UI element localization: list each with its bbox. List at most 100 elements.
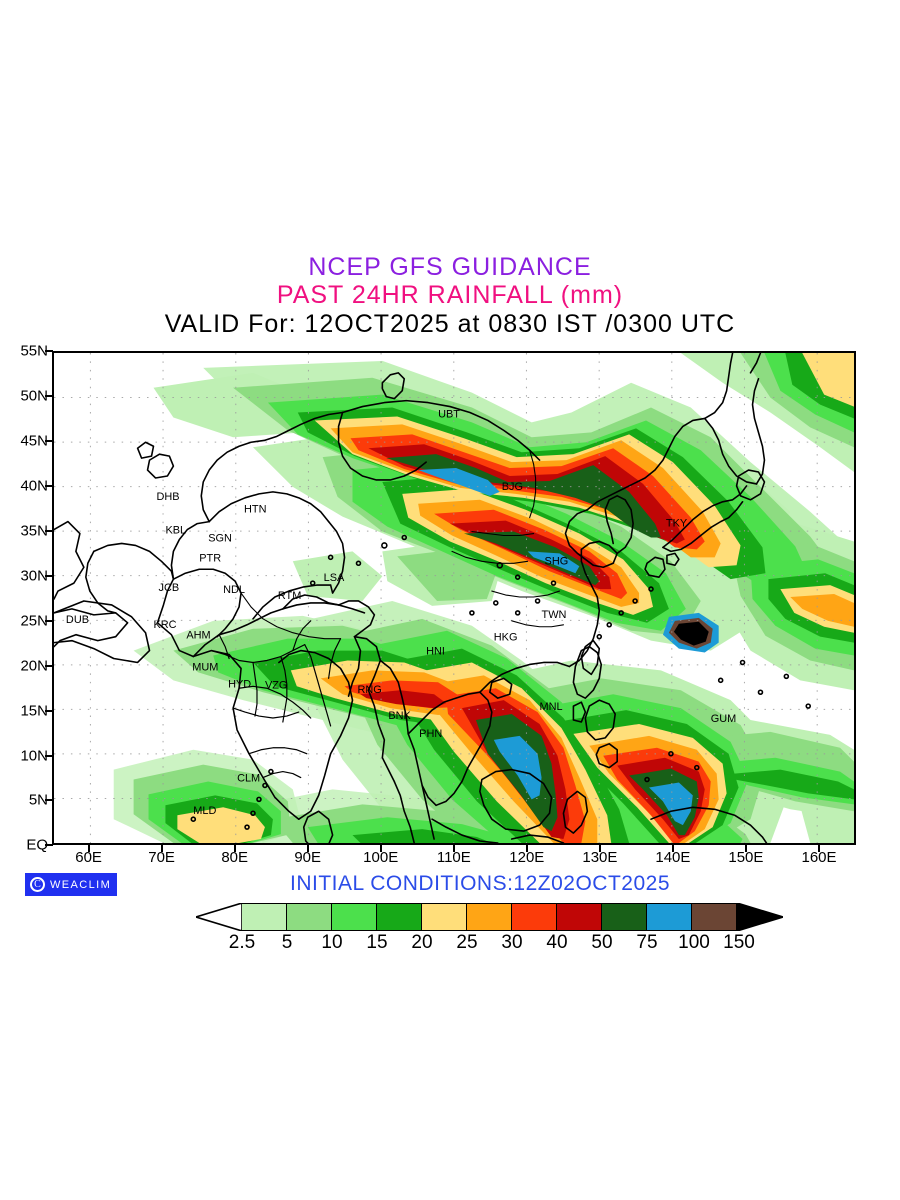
x-tick-70E: 70E <box>148 849 175 866</box>
coastlines-and-borders <box>54 353 812 843</box>
y-tick-5N: 5N <box>28 791 48 809</box>
colorbar-cell-50 <box>602 903 647 931</box>
svg-text:KRC: KRC <box>154 619 177 631</box>
x-tickmark-60E <box>87 845 90 852</box>
colorbar-under-arrow <box>193 901 243 933</box>
title-valid-time: VALID For: 12OCT2025 at 0830 IST /0300 U… <box>164 310 736 338</box>
svg-text:NDL: NDL <box>223 584 245 596</box>
svg-text:SHG: SHG <box>545 555 569 567</box>
colorbar-cell-40 <box>557 903 602 931</box>
x-tick-80E: 80E <box>221 849 249 866</box>
x-tick-150E: 150E <box>728 849 764 866</box>
colorbar-swatches <box>193 901 786 933</box>
x-tickmark-70E <box>160 845 163 852</box>
y-tickmark-20N <box>45 665 53 667</box>
svg-text:HYD: HYD <box>228 678 251 690</box>
y-tickmark-55N <box>45 350 53 352</box>
colorbar-label-30: 30 <box>501 932 523 953</box>
weaclim-logo-text: WEACLIM <box>50 878 112 891</box>
x-tick-60E: 60E <box>75 849 102 866</box>
colorbar-label-100: 100 <box>678 932 710 953</box>
svg-text:MUM: MUM <box>192 661 218 673</box>
map-place-labels: DHB HTN KBL SGN PTR JCB NDL LSA RTM KRC … <box>66 408 736 817</box>
y-tickmark-EQ <box>45 844 53 846</box>
x-tickmark-130E <box>598 845 601 852</box>
x-tickmark-160E <box>818 845 820 852</box>
x-tick-110E: 110E <box>436 849 471 866</box>
y-tick-25N: 25N <box>20 612 48 630</box>
svg-text:CLM: CLM <box>237 773 260 785</box>
svg-text:VZG: VZG <box>265 679 287 691</box>
svg-text:DHB: DHB <box>156 491 179 503</box>
svg-text:JCB: JCB <box>158 582 179 594</box>
y-tick-50N: 50N <box>20 387 48 405</box>
x-tick-120E: 120E <box>509 849 545 866</box>
y-tickmark-45N <box>45 440 53 442</box>
svg-text:AHM: AHM <box>186 630 210 642</box>
map-canvas[interactable]: DHB HTN KBL SGN PTR JCB NDL LSA RTM KRC … <box>52 351 856 845</box>
copyright-icon: C <box>30 877 45 892</box>
svg-text:RTM: RTM <box>278 590 301 602</box>
colorbar-label-40: 40 <box>546 932 568 953</box>
x-tick-160E: 160E <box>801 849 837 866</box>
x-tick-130E: 130E <box>582 849 618 866</box>
colorbar-cell-100 <box>692 903 737 931</box>
colorbar-label-20: 20 <box>411 932 433 953</box>
x-tickmark-120E <box>525 845 528 852</box>
colorbar-cell-5 <box>287 903 332 931</box>
y-tick-35N: 35N <box>20 522 48 540</box>
colorbar-cell-10 <box>332 903 377 931</box>
rainfall-contour-plot: DHB HTN KBL SGN PTR JCB NDL LSA RTM KRC … <box>54 353 854 843</box>
colorbar-cell-20 <box>422 903 467 931</box>
colorbar-cell-75 <box>647 903 692 931</box>
title-product: PAST 24HR RAINFALL (mm) <box>276 281 624 309</box>
title-block: NCEP GFS GUIDANCE PAST 24HR RAINFALL (mm… <box>0 253 900 339</box>
x-tickmark-100E <box>379 845 382 852</box>
colorbar-label-15: 15 <box>366 932 388 953</box>
rain-layer-150mm <box>673 621 709 646</box>
colorbar-labels: 2.5 5 10 15 20 25 30 40 50 75 100 150 <box>196 932 755 956</box>
y-tick-10N: 10N <box>20 747 48 765</box>
colorbar-over-arrow <box>736 901 786 933</box>
svg-text:KBL: KBL <box>165 525 186 537</box>
initial-conditions-text: INITIAL CONDITIONS:12Z02OCT2025 <box>290 872 670 895</box>
x-tick-90E: 90E <box>294 849 322 866</box>
svg-text:SGN: SGN <box>208 532 232 544</box>
y-tickmark-30N <box>45 575 53 577</box>
x-tickmark-110E <box>452 845 455 852</box>
y-tickmark-50N <box>45 395 53 397</box>
y-tick-15N: 15N <box>20 702 48 720</box>
colorbar-cell-15 <box>377 903 422 931</box>
colorbar-label-75: 75 <box>636 932 658 953</box>
y-tickmark-10N <box>45 755 53 757</box>
colorbar-cell-30 <box>512 903 557 931</box>
x-tickmark-140E <box>671 845 674 852</box>
svg-text:HNI: HNI <box>426 646 445 658</box>
x-tickmark-150E <box>744 845 747 852</box>
y-tickmark-15N <box>45 710 53 712</box>
y-tick-40N: 40N <box>20 477 48 495</box>
x-tickmark-90E <box>306 845 309 852</box>
y-tick-45N: 45N <box>20 432 48 450</box>
svg-text:PHN: PHN <box>419 728 442 740</box>
x-tickmark-80E <box>233 845 236 852</box>
x-tick-100E: 100E <box>363 849 399 866</box>
svg-text:BJG: BJG <box>502 481 523 493</box>
colorbar-label-2.5: 2.5 <box>228 932 256 953</box>
colorbar-label-25: 25 <box>456 932 478 953</box>
svg-text:LSA: LSA <box>324 572 345 584</box>
y-tickmark-40N <box>45 485 53 487</box>
weaclim-logo[interactable]: C WEACLIM <box>25 873 117 896</box>
svg-text:GUM: GUM <box>711 713 736 725</box>
colorbar-label-50: 50 <box>591 932 613 953</box>
map-inner: DHB HTN KBL SGN PTR JCB NDL LSA RTM KRC … <box>54 353 854 843</box>
svg-text:DUB: DUB <box>66 614 89 626</box>
svg-text:TKY: TKY <box>666 518 688 530</box>
y-tickmark-25N <box>45 620 53 622</box>
svg-text:HTN: HTN <box>244 504 266 516</box>
colorbar: 2.5 5 10 15 20 25 30 40 50 75 100 150 <box>193 901 786 953</box>
svg-text:MLD: MLD <box>193 805 216 817</box>
svg-text:RNG: RNG <box>357 684 381 696</box>
colorbar-label-150: 150 <box>723 932 755 953</box>
